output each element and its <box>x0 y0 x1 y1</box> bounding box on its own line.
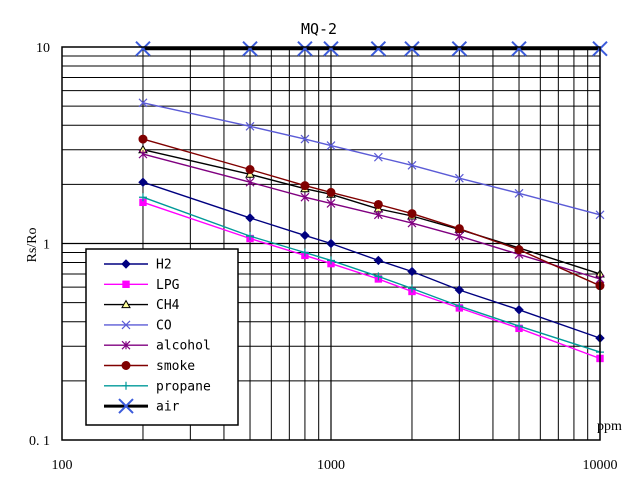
point-h2 <box>407 266 417 277</box>
point-smoke <box>138 134 148 144</box>
point-alcohol <box>326 198 336 208</box>
point-air <box>451 41 468 57</box>
legend-marker <box>122 280 130 289</box>
legend-label: alcohol <box>156 339 211 354</box>
y-tick-label: 1 <box>43 238 50 253</box>
legend-marker <box>121 299 131 309</box>
legend-label: CO <box>156 318 172 333</box>
point-alcohol <box>407 218 417 228</box>
point-smoke <box>373 199 383 209</box>
legend: H2 LPG CH4 CO alcohol smoke propane air <box>85 248 239 426</box>
point-h2 <box>245 213 255 223</box>
series-h2 <box>138 177 605 343</box>
point-air <box>323 41 339 57</box>
legend-marker <box>118 398 134 414</box>
point-propane <box>246 232 255 241</box>
point-smoke <box>407 209 417 219</box>
y-tick-label: 0. 1 <box>29 434 50 449</box>
legend-marker <box>121 259 131 269</box>
legend-marker <box>121 361 131 370</box>
point-alcohol <box>138 149 148 159</box>
point-smoke <box>245 165 255 175</box>
legend-marker <box>122 381 130 390</box>
x-tick-label: 1000 <box>317 458 345 473</box>
legend-label: air <box>156 400 180 415</box>
point-h2 <box>454 285 465 295</box>
point-co <box>245 121 255 131</box>
legend-entry-air: air <box>104 398 180 415</box>
legend-entry-lpg: LPG <box>104 278 180 293</box>
legend-marker <box>121 320 131 330</box>
point-co <box>454 173 464 183</box>
legend-marker <box>121 340 131 350</box>
series-propane <box>138 193 604 357</box>
legend-entry-co: CO <box>104 318 172 333</box>
point-air <box>135 41 151 57</box>
point-co <box>373 152 383 162</box>
legend-label: LPG <box>156 278 180 293</box>
point-air <box>404 41 420 57</box>
series-layer <box>135 41 608 363</box>
point-smoke <box>514 245 524 255</box>
point-h2 <box>138 177 148 187</box>
point-alcohol <box>454 231 464 241</box>
point-smoke <box>454 224 464 234</box>
legend-label: propane <box>156 379 211 394</box>
plot-frame <box>61 46 601 441</box>
point-propane <box>374 272 383 281</box>
point-propane <box>327 256 335 265</box>
x-tick-labels: 100 1000 10000 <box>52 458 618 473</box>
point-co <box>326 141 336 151</box>
point-co <box>300 134 310 144</box>
x-axis-label: ppm <box>597 419 622 434</box>
point-propane <box>455 302 464 311</box>
series-co <box>138 98 605 220</box>
legend-label: smoke <box>156 359 195 374</box>
point-h2 <box>373 255 384 266</box>
point-propane <box>407 284 416 293</box>
point-propane <box>138 193 147 202</box>
legend-entry-h2: H2 <box>104 258 172 273</box>
chart-title: MQ-2 <box>301 20 337 38</box>
point-alcohol <box>300 192 310 202</box>
point-alcohol <box>245 177 255 187</box>
point-h2 <box>326 238 336 249</box>
point-alcohol <box>373 210 383 220</box>
x-tick-label: 100 <box>52 458 73 473</box>
legend-box <box>85 248 239 426</box>
series-air <box>135 41 608 57</box>
point-h2 <box>514 305 524 315</box>
point-smoke <box>326 187 336 197</box>
point-smoke <box>300 181 310 191</box>
point-air <box>511 41 527 57</box>
legend-entry-alcohol: alcohol <box>104 339 211 354</box>
y-tick-labels: 0. 1 1 10 <box>29 41 50 449</box>
point-propane <box>300 248 309 257</box>
legend-label: CH4 <box>156 298 180 313</box>
y-axis-label: Rs/Ro <box>25 227 40 262</box>
point-air <box>297 41 313 57</box>
point-co <box>407 160 417 170</box>
legend-entry-ch4: CH4 <box>104 298 180 313</box>
legend-label: H2 <box>156 258 172 273</box>
point-air <box>242 41 258 57</box>
point-propane <box>515 322 524 331</box>
point-air <box>370 41 387 57</box>
point-h2 <box>300 230 310 241</box>
point-co <box>138 98 148 108</box>
legend-entry-smoke: smoke <box>104 359 195 374</box>
x-tick-label: 10000 <box>583 458 618 473</box>
grid <box>62 47 600 440</box>
y-tick-label: 10 <box>36 41 50 56</box>
point-co <box>514 188 524 198</box>
legend-entry-propane: propane <box>104 379 211 394</box>
